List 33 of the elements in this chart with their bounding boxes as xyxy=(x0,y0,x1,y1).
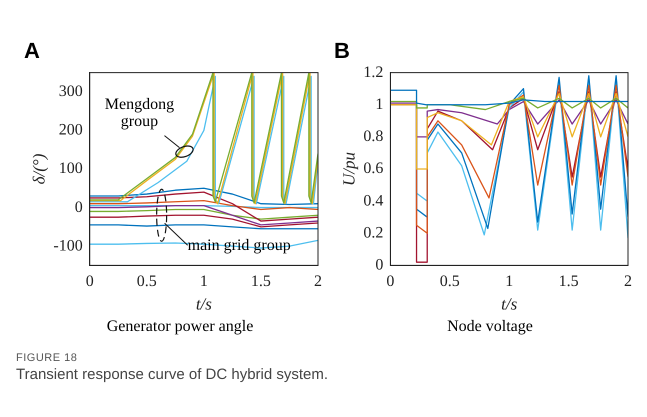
text: Node voltage xyxy=(446,318,534,336)
x-tick-label: 2 xyxy=(624,273,632,290)
y-tick-label: 100 xyxy=(58,160,83,178)
chart-title: B xyxy=(334,38,350,64)
x-tick-label: 1 xyxy=(505,273,514,290)
y-axis-title: δ/(°) xyxy=(30,153,49,184)
y-axis-title: U/pu xyxy=(340,152,359,186)
y-tick-label: 0.6 xyxy=(363,160,384,178)
y-tick-label: 0.8 xyxy=(363,128,384,146)
text: Generator power angle xyxy=(106,318,254,336)
x-tick-label: 0.5 xyxy=(440,273,460,290)
text: Transient response curve of DC hybrid system. xyxy=(16,366,328,383)
y-tick-label: 0 xyxy=(375,256,384,274)
x-tick-label: 0 xyxy=(386,273,394,290)
chart-title: A xyxy=(24,38,40,64)
y-tick-label: 0 xyxy=(74,198,83,216)
x-tick-label: 0 xyxy=(86,273,94,290)
y-tick-label: 300 xyxy=(58,83,83,100)
x-tick-label: 1.5 xyxy=(250,273,271,290)
y-tick-label: 200 xyxy=(58,122,83,139)
y-tick-label: 0.4 xyxy=(363,192,384,210)
x-axis-title: t/s xyxy=(196,294,212,314)
caption: FIGURE 18 xyxy=(16,352,78,364)
y-tick-label: 1 xyxy=(375,96,384,113)
x-tick-label: 2 xyxy=(314,273,322,290)
annotation: Mengdong group xyxy=(104,96,176,130)
y-tick-label: 1.2 xyxy=(363,64,384,81)
x-axis-title: t/s xyxy=(501,294,518,314)
x-tick-label: 0.5 xyxy=(136,273,157,290)
y-tick-label: 0.2 xyxy=(363,224,384,242)
x-tick-label: 1.5 xyxy=(558,273,579,290)
y-tick-label: -100 xyxy=(53,237,83,254)
x-tick-label: 1 xyxy=(200,273,208,290)
